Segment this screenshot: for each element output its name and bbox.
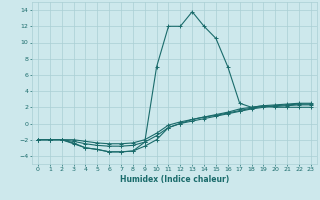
X-axis label: Humidex (Indice chaleur): Humidex (Indice chaleur) (120, 175, 229, 184)
